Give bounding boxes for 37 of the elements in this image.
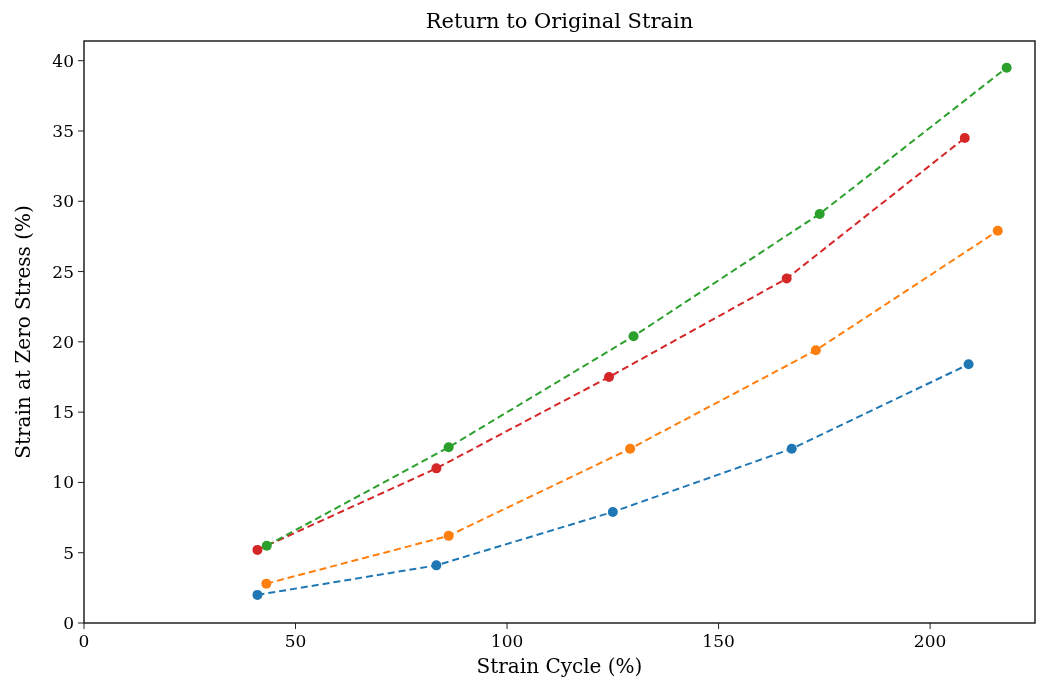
point [628,331,639,342]
x-axis-title: Strain Cycle (%) [476,654,643,678]
y-tick-label: 20 [52,331,74,352]
x-tick-label: 200 [913,631,947,651]
point [786,443,797,454]
y-tick-label: 35 [52,120,74,141]
point [261,540,272,551]
point [814,208,825,219]
y-tick-label: 40 [52,50,74,71]
point [781,273,792,284]
x-tick-label: 50 [284,631,307,651]
point [443,530,454,541]
y-tick-label: 15 [52,402,74,423]
y-tick-label: 30 [52,191,74,212]
point [1001,62,1012,73]
x-tick-label: 0 [78,631,90,651]
point [810,345,821,356]
point [625,443,636,454]
point [431,560,442,571]
point [959,133,970,143]
y-axis-title: Strain at Zero Stress (%) [11,205,35,459]
point [604,371,614,382]
point [963,359,974,370]
y-tick-label: 25 [52,261,74,282]
point [607,506,618,517]
point [252,589,263,600]
x-tick-label: 100 [490,631,524,651]
y-tick-label: 10 [52,472,74,493]
point [261,578,272,589]
point [431,463,442,474]
y-tick-label: 0 [63,612,74,633]
x-tick-label: 150 [702,631,735,651]
y-tick-label: 5 [63,542,74,563]
point [992,225,1003,236]
point [252,544,263,555]
point [443,442,454,453]
chart-title: Return to Original Strain [425,9,694,33]
